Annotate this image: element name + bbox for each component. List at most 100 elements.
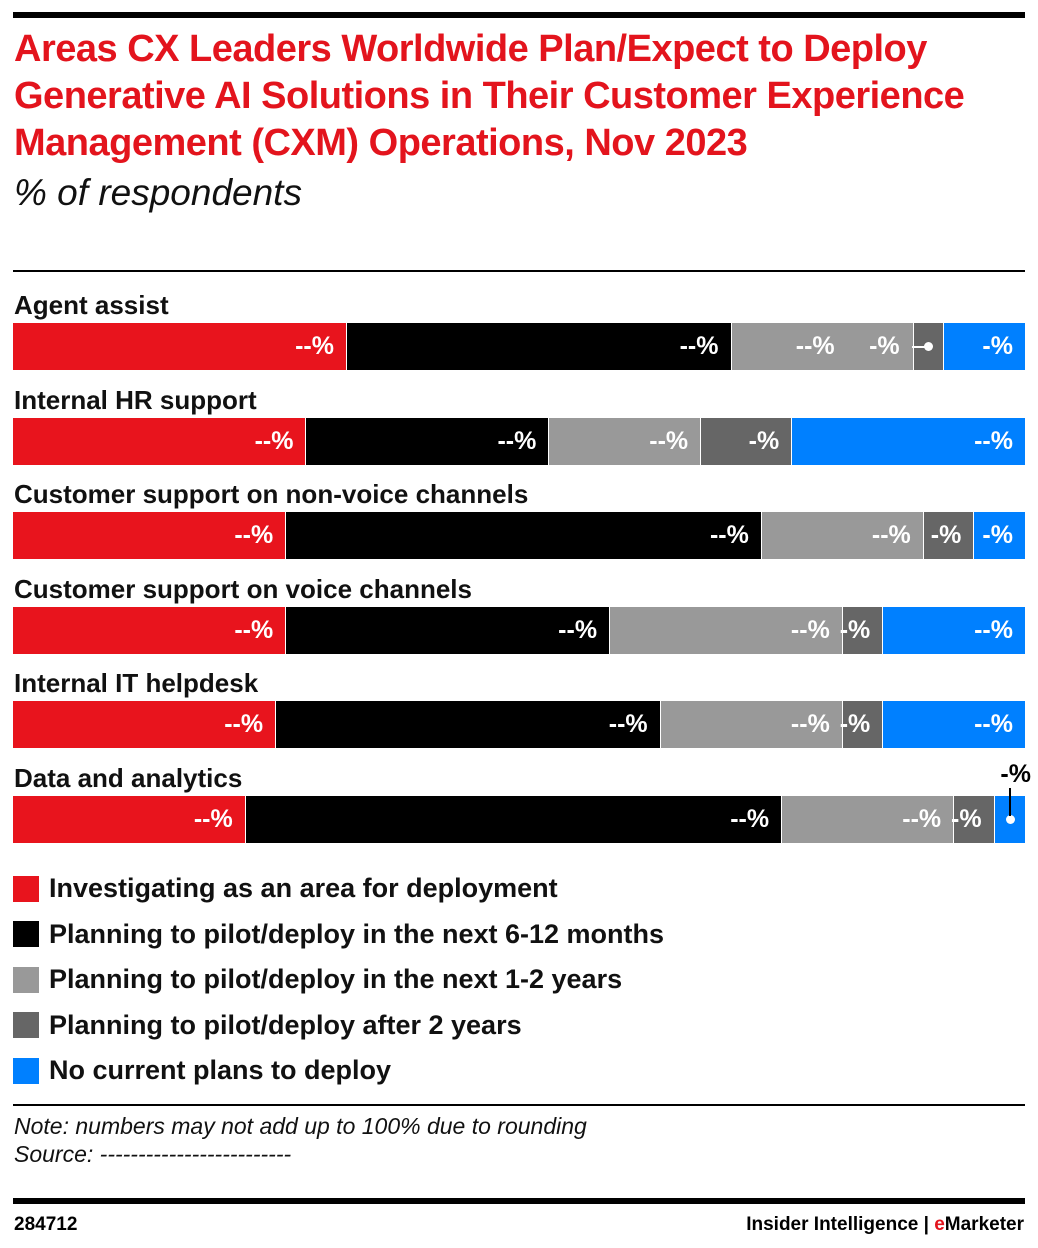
chart-title: Areas CX Leaders Worldwide Plan/Expect t…: [14, 28, 965, 164]
data-label: --%: [709, 521, 749, 549]
data-label: --%: [497, 426, 537, 455]
callout-dot: [924, 342, 934, 351]
bar-segment: --%: [660, 701, 843, 748]
bar-segment: -%: [869, 323, 945, 370]
stacked-bar: --% --% --% -% --%: [13, 701, 1025, 748]
bar-segment: -%: [994, 760, 1031, 843]
data-label: -%: [982, 521, 1013, 549]
legend-label: Planning to pilot/deploy in the next 6-1…: [49, 918, 665, 949]
data-label: --%: [295, 332, 334, 360]
stacked-bar: --% --% --% -% -%: [13, 323, 1025, 370]
source-text: Source: -------------------------: [14, 1141, 292, 1167]
legend-label: Planning to pilot/deploy in the next 1-2…: [49, 964, 623, 995]
bar-segment: --%: [782, 795, 955, 843]
data-label: --%: [790, 710, 830, 738]
data-label: --%: [902, 804, 942, 833]
category-label: Internal HR support: [14, 384, 257, 415]
bar-segment: -%: [701, 417, 793, 465]
bar-segment: --%: [13, 512, 287, 559]
bar-segment: --%: [306, 417, 550, 465]
data-label: --%: [974, 710, 1013, 738]
bar-segment: --%: [13, 323, 347, 370]
callout-line: [1008, 787, 1011, 816]
legend-swatch: [13, 921, 39, 948]
data-label: --%: [795, 332, 835, 360]
stacked-bar: --% --% --% -% --%: [13, 606, 1025, 654]
callout-line: [912, 346, 929, 348]
legend-item: Planning to pilot/deploy in the next 6-1…: [13, 912, 664, 958]
data-label: --%: [974, 426, 1013, 455]
legend-item: Planning to pilot/deploy in the next 1-2…: [13, 957, 664, 1003]
legend: Investigating as an area for deployment P…: [13, 866, 664, 1094]
bar-segment: --%: [276, 701, 661, 748]
category-label: Customer support on non-voice channels: [14, 479, 529, 509]
bar-segment: --%: [346, 323, 732, 370]
legend-label: No current plans to deploy: [49, 1055, 392, 1086]
data-label: -%: [748, 426, 780, 455]
data-label: --%: [558, 615, 598, 644]
chart-header: Areas CX Leaders Worldwide Plan/Expect t…: [14, 26, 1029, 217]
legend-swatch: [13, 966, 39, 993]
data-label: -%: [869, 332, 900, 360]
data-label: --%: [871, 521, 911, 549]
data-label: --%: [234, 521, 274, 549]
stacked-bar: --% --% --% -% -%: [13, 760, 1031, 843]
bar-segment: --%: [610, 606, 843, 654]
bar-segment: --%: [792, 417, 1025, 465]
category-label: Data and analytics: [14, 762, 243, 793]
bar-segment: -%: [951, 795, 995, 843]
legend-item: No current plans to deploy: [13, 1048, 664, 1094]
legend-label: Investigating as an area for deployment: [49, 873, 558, 904]
data-label: --%: [679, 332, 719, 360]
bar-segment: --%: [13, 417, 307, 465]
data-label: -%: [839, 615, 871, 644]
category-label: Customer support on voice channels: [14, 573, 472, 604]
bar-segment: --%: [13, 701, 277, 748]
bar-segment: --%: [13, 606, 287, 654]
bar-segment: --%: [245, 795, 783, 843]
data-label: -%: [951, 804, 982, 833]
data-label: --%: [224, 710, 264, 738]
legend-swatch: [13, 1057, 39, 1084]
chart-id: 284712: [14, 1214, 78, 1235]
data-label: -%: [982, 332, 1013, 360]
data-label: --%: [608, 710, 648, 738]
legend-item: Planning to pilot/deploy after 2 years: [13, 1003, 664, 1049]
bar-segment: -%: [944, 323, 1025, 370]
bar-segment: --%: [731, 323, 914, 370]
brand-logo: Insider Intelligence | eMarketer: [746, 1214, 1024, 1235]
data-label: -%: [839, 710, 871, 738]
legend-swatch: [13, 875, 39, 902]
bar-segment: --%: [13, 795, 246, 843]
bar-segment: -%: [839, 701, 884, 748]
data-label: -%: [1000, 759, 1031, 788]
note-text: Note: numbers may not add up to 100% due…: [14, 1113, 587, 1139]
data-label: --%: [234, 615, 274, 644]
data-label: --%: [730, 804, 770, 833]
data-label: --%: [649, 426, 689, 455]
category-label: Agent assist: [14, 290, 169, 320]
bar-segment: -%: [974, 512, 1025, 559]
bar-segment: -%: [839, 606, 884, 654]
footnote: Note: numbers may not add up to 100% due…: [14, 1112, 587, 1168]
bar-segment: -%: [923, 512, 975, 559]
footer-divider: [13, 1104, 1025, 1106]
header-divider: [13, 270, 1025, 272]
data-label: --%: [193, 804, 233, 833]
bottom-rule: [13, 1198, 1025, 1204]
data-label: --%: [790, 615, 830, 644]
bar-segment: --%: [549, 417, 702, 465]
bar-segment: --%: [286, 606, 611, 654]
bar-segment: --%: [883, 701, 1025, 748]
stacked-bar: --% --% --% -% --%: [13, 417, 1025, 465]
legend-item: Investigating as an area for deployment: [13, 866, 664, 912]
bar-segment: --%: [883, 606, 1025, 654]
data-label: -%: [930, 521, 962, 549]
bar-segment: --%: [761, 512, 924, 559]
top-rule: [13, 12, 1025, 18]
data-label: --%: [254, 426, 294, 455]
category-label: Internal IT helpdesk: [14, 668, 259, 698]
legend-swatch: [13, 1012, 39, 1039]
stacked-bar: --% --% --% -% -%: [13, 512, 1025, 559]
legend-label: Planning to pilot/deploy after 2 years: [49, 1009, 522, 1040]
